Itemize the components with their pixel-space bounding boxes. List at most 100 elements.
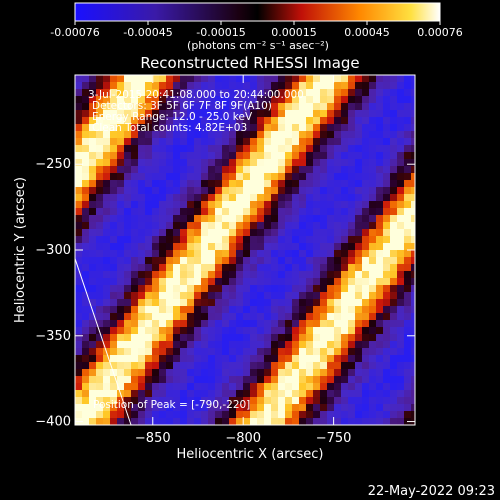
heatmap-cell — [383, 138, 390, 145]
heatmap-cell — [173, 96, 180, 103]
heatmap-cell — [411, 82, 415, 89]
heatmap-cell — [285, 418, 292, 425]
heatmap-cell — [187, 236, 194, 243]
heatmap-cell — [334, 250, 341, 257]
heatmap-cell — [369, 341, 376, 348]
heatmap-cell — [278, 418, 285, 425]
heatmap-cell — [271, 82, 278, 89]
heatmap-cell — [313, 180, 320, 187]
heatmap-cell — [173, 75, 180, 82]
heatmap-cell — [292, 383, 299, 390]
heatmap-cell — [131, 103, 138, 110]
heatmap-cell — [313, 257, 320, 264]
heatmap-cell — [152, 117, 159, 124]
heatmap-cell — [152, 173, 159, 180]
heatmap-cell — [292, 299, 299, 306]
heatmap-cell — [397, 404, 404, 411]
heatmap-cell — [194, 299, 201, 306]
heatmap-cell — [82, 103, 89, 110]
heatmap-cell — [96, 131, 103, 138]
heatmap-cell — [243, 264, 250, 271]
heatmap-cell — [145, 376, 152, 383]
heatmap-cell — [264, 250, 271, 257]
heatmap-cell — [390, 313, 397, 320]
heatmap-cell — [397, 166, 404, 173]
heatmap-cell — [222, 411, 229, 418]
heatmap-cell — [278, 145, 285, 152]
heatmap-cell — [131, 369, 138, 376]
heatmap-cell — [376, 215, 383, 222]
heatmap-cell — [257, 292, 264, 299]
heatmap-cell — [201, 369, 208, 376]
heatmap-cell — [243, 341, 250, 348]
heatmap-cell — [390, 166, 397, 173]
heatmap-cell — [131, 131, 138, 138]
heatmap-cell — [285, 341, 292, 348]
heatmap-cell — [243, 299, 250, 306]
colorbar-tick-label: 0.00076 — [417, 26, 463, 39]
heatmap-cell — [250, 376, 257, 383]
heatmap-cell — [75, 397, 82, 404]
heatmap-cell — [250, 334, 257, 341]
heatmap-cell — [292, 292, 299, 299]
heatmap-cell — [75, 131, 82, 138]
heatmap-cell — [355, 138, 362, 145]
heatmap-cell — [383, 145, 390, 152]
heatmap-cell — [75, 411, 82, 418]
heatmap-cell — [222, 327, 229, 334]
heatmap-cell — [376, 404, 383, 411]
heatmap-cell — [96, 152, 103, 159]
heatmap-cell — [271, 229, 278, 236]
heatmap-cell — [145, 348, 152, 355]
heatmap-cell — [348, 383, 355, 390]
heatmap-cell — [145, 369, 152, 376]
heatmap-cell — [250, 187, 257, 194]
heatmap-cell — [103, 145, 110, 152]
heatmap-cell — [208, 341, 215, 348]
heatmap-cell — [152, 124, 159, 131]
heatmap-cell — [138, 355, 145, 362]
heatmap-cell — [236, 89, 243, 96]
heatmap-cell — [285, 222, 292, 229]
heatmap-cell — [320, 187, 327, 194]
heatmap-cell — [390, 110, 397, 117]
heatmap-cell — [173, 124, 180, 131]
heatmap-cell — [187, 327, 194, 334]
heatmap-cell — [341, 110, 348, 117]
heatmap-cell — [131, 278, 138, 285]
heatmap-cell — [271, 418, 278, 425]
heatmap-cell — [411, 271, 415, 278]
heatmap-cell — [75, 313, 82, 320]
heatmap-cell — [390, 341, 397, 348]
heatmap-cell — [124, 222, 131, 229]
heatmap-cell — [75, 201, 82, 208]
heatmap-cell — [257, 341, 264, 348]
heatmap-cell — [145, 236, 152, 243]
heatmap-cell — [180, 299, 187, 306]
heatmap-cell — [383, 327, 390, 334]
heatmap-cell — [320, 236, 327, 243]
heatmap-cell — [390, 89, 397, 96]
heatmap-cell — [117, 82, 124, 89]
heatmap-cell — [313, 152, 320, 159]
heatmap-cell — [243, 166, 250, 173]
heatmap-cell — [271, 117, 278, 124]
heatmap-cell — [299, 173, 306, 180]
heatmap-cell — [201, 82, 208, 89]
heatmap-cell — [320, 390, 327, 397]
heatmap-cell — [117, 187, 124, 194]
heatmap-cell — [278, 166, 285, 173]
heatmap-cell — [166, 145, 173, 152]
heatmap-cell — [362, 257, 369, 264]
heatmap-cell — [334, 236, 341, 243]
heatmap-cell — [89, 369, 96, 376]
heatmap-cell — [194, 138, 201, 145]
heatmap-cell — [180, 257, 187, 264]
heatmap-cell — [103, 243, 110, 250]
heatmap-cell — [411, 369, 415, 376]
heatmap-cell — [299, 376, 306, 383]
heatmap-cell — [236, 236, 243, 243]
heatmap-cell — [173, 159, 180, 166]
heatmap-cell — [313, 124, 320, 131]
heatmap-cell — [397, 222, 404, 229]
